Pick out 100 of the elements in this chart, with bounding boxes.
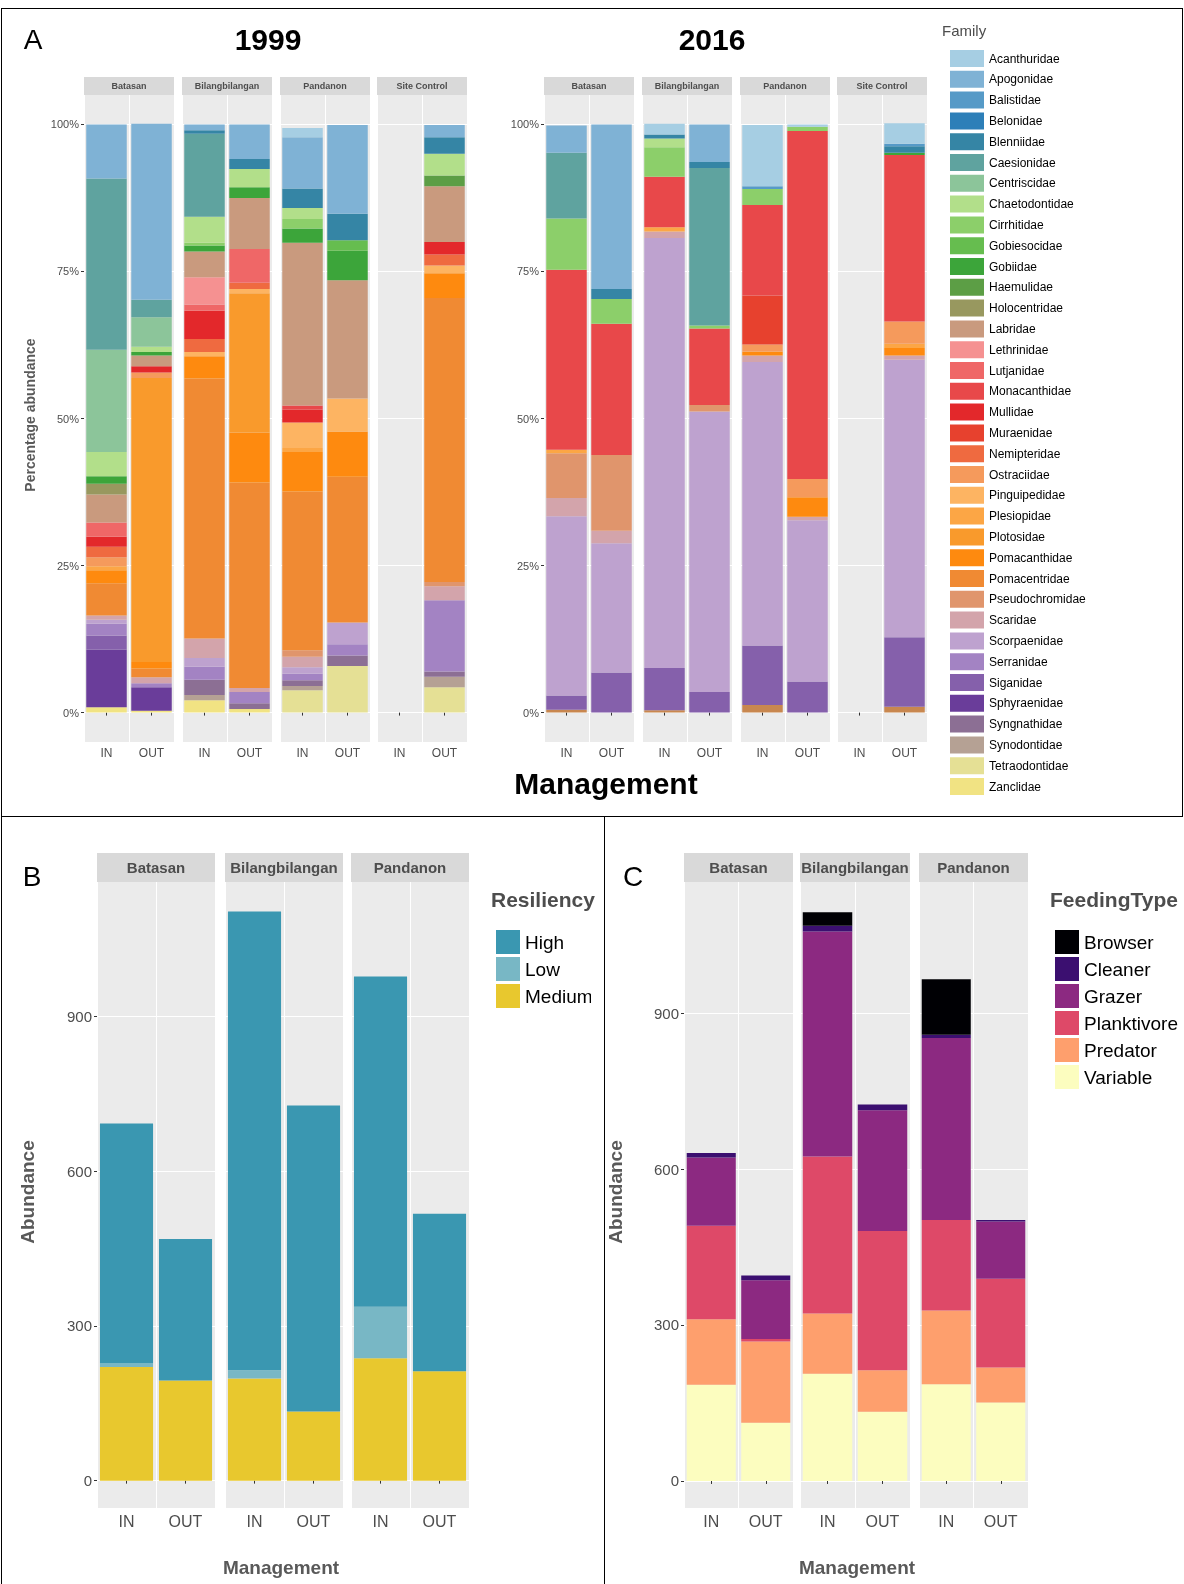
bar xyxy=(99,1367,154,1481)
y-tick-label: 75% xyxy=(516,265,540,278)
y-tick-label: 0% xyxy=(63,706,80,719)
bar xyxy=(546,516,587,696)
legend-label: Gobiidae xyxy=(989,259,1038,274)
bar xyxy=(353,1306,408,1359)
bar xyxy=(741,1422,791,1481)
bar xyxy=(131,687,172,711)
bar xyxy=(184,304,225,311)
legend-title: FeedingType xyxy=(1050,888,1178,912)
bar xyxy=(327,280,368,399)
bar xyxy=(184,356,225,379)
bar xyxy=(787,681,828,713)
legend-label: Zanclidae xyxy=(989,779,1042,794)
bar xyxy=(546,125,587,153)
legend-label: Scorpaenidae xyxy=(989,633,1064,648)
bar xyxy=(282,686,323,691)
bar xyxy=(229,703,270,710)
bar xyxy=(282,422,323,448)
bar xyxy=(86,583,127,616)
bar xyxy=(282,228,323,243)
legend-label: Blenniidae xyxy=(989,134,1046,149)
chart-title: Pandanon xyxy=(919,853,1028,882)
bar xyxy=(686,1384,736,1481)
bar xyxy=(591,124,632,290)
bar xyxy=(131,377,172,663)
y-axis-title: Percentage abundance xyxy=(22,338,38,492)
bar xyxy=(327,644,368,656)
bar xyxy=(131,683,172,688)
y-tick-label: 300 xyxy=(653,1316,679,1334)
bar xyxy=(86,615,127,620)
bar xyxy=(86,619,127,624)
bar xyxy=(742,295,783,345)
bar xyxy=(131,366,172,373)
bar xyxy=(229,482,270,688)
bar xyxy=(227,1378,282,1481)
bar xyxy=(689,404,730,412)
bar xyxy=(86,707,127,713)
y-tick-label: 300 xyxy=(66,1317,92,1335)
bar xyxy=(184,700,225,713)
bar xyxy=(921,1037,971,1220)
x-tick-label: IN xyxy=(819,1512,836,1530)
bar xyxy=(184,666,225,680)
bar xyxy=(802,912,853,926)
bar xyxy=(229,432,270,483)
chart-title: Pandanon xyxy=(740,77,830,95)
legend-label: Centriscidae xyxy=(989,176,1057,191)
bar xyxy=(184,339,225,353)
bar xyxy=(131,352,172,356)
bar xyxy=(686,1319,736,1385)
x-tick-label: IN xyxy=(198,746,211,760)
bar xyxy=(282,656,323,668)
bar xyxy=(282,405,323,410)
legend-label: Holocentridae xyxy=(989,301,1064,316)
chart-title: Pandanon xyxy=(351,853,469,882)
bar xyxy=(282,680,323,687)
bar xyxy=(286,1411,341,1481)
bar xyxy=(327,213,368,241)
bar xyxy=(546,695,587,710)
bar xyxy=(644,123,685,135)
legend-label: Ostraciidae xyxy=(989,467,1051,482)
bar xyxy=(327,666,368,713)
bar xyxy=(229,124,270,160)
bar xyxy=(184,694,225,701)
bar xyxy=(184,130,225,134)
bar xyxy=(742,645,783,705)
bar xyxy=(99,1123,154,1363)
chart-title: Site Control xyxy=(837,77,927,95)
y-tick-label: 0 xyxy=(670,1472,679,1490)
chart-title: Pandanon xyxy=(280,77,370,95)
bar xyxy=(644,134,685,139)
bar xyxy=(184,378,225,639)
x-tick-label: IN xyxy=(296,746,309,760)
bar xyxy=(689,692,730,713)
chart-title: Batasan xyxy=(97,853,215,882)
bar xyxy=(857,1370,908,1412)
bar xyxy=(184,638,225,658)
bar xyxy=(546,497,587,517)
x-tick-label: IN xyxy=(703,1512,720,1530)
bar xyxy=(131,317,172,347)
x-tick-label: IN xyxy=(372,1512,389,1530)
legend-label: Apogonidae xyxy=(989,72,1054,87)
bar xyxy=(591,289,632,300)
bar xyxy=(742,351,783,356)
chart-title: Site Control xyxy=(377,77,467,95)
x-tick-label: IN xyxy=(393,746,406,760)
x-tick-label: OUT xyxy=(431,746,458,760)
y-tick-label: 25% xyxy=(516,559,540,572)
bar xyxy=(131,346,172,353)
legend-label: Lethrinidae xyxy=(989,342,1049,357)
bar xyxy=(286,1105,341,1412)
y-tick-label: 0% xyxy=(523,706,540,719)
bar xyxy=(742,186,783,190)
legend-label: Caesionidae xyxy=(989,155,1057,170)
x-tick-label: OUT xyxy=(696,746,723,760)
x-tick-label: OUT xyxy=(748,1512,783,1530)
bar xyxy=(282,650,323,657)
x-axis-title: Management xyxy=(222,1557,340,1579)
bar xyxy=(644,147,685,177)
bar xyxy=(689,167,730,326)
